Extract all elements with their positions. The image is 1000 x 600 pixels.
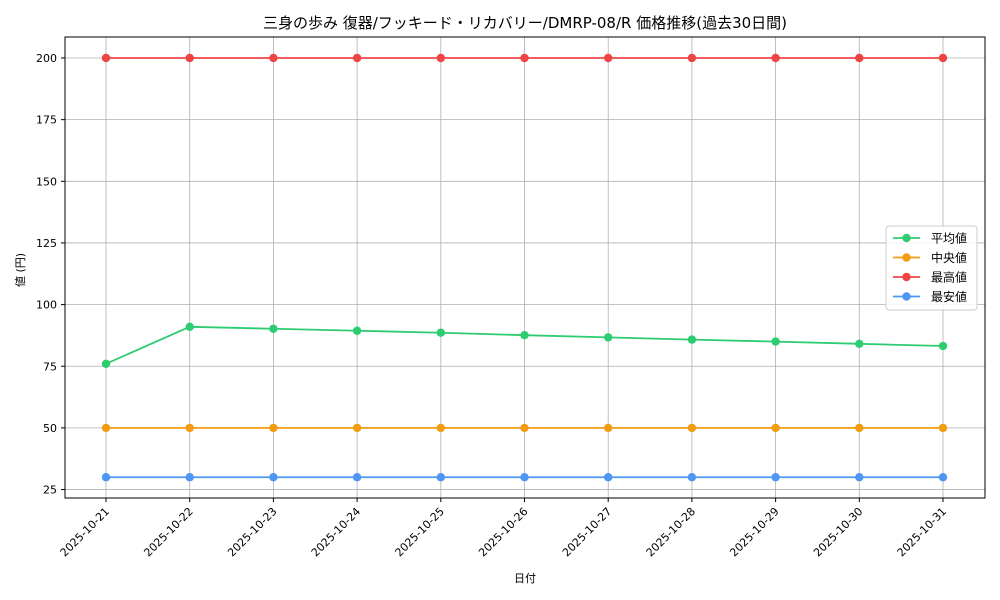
- data-point: [269, 53, 278, 63]
- grid-lines: [65, 37, 985, 498]
- data-point: [604, 423, 613, 433]
- data-point: [185, 473, 194, 482]
- x-tick-label: 2025-10-25: [393, 505, 447, 559]
- x-tick-label: 2025-10-31: [895, 505, 949, 559]
- data-point: [101, 53, 111, 63]
- data-point: [520, 473, 529, 482]
- y-tick-label: 100: [36, 299, 57, 312]
- data-point: [269, 324, 278, 333]
- data-point: [520, 330, 529, 340]
- x-tick-label: 2025-10-28: [644, 505, 698, 559]
- data-point: [938, 341, 948, 351]
- x-axis-ticks: 2025-10-21 2025-10-22 2025-10-23 2025-10-24…: [58, 498, 949, 559]
- data-point: [520, 53, 529, 63]
- x-tick-label: 2025-10-27: [560, 505, 614, 559]
- y-tick-label: 175: [36, 114, 57, 127]
- data-point: [269, 473, 278, 482]
- data-point: [938, 473, 948, 482]
- data-point: [938, 423, 948, 433]
- y-tick-label: 25: [43, 484, 57, 497]
- data-point: [687, 53, 697, 63]
- data-point: [101, 473, 111, 482]
- data-point: [604, 473, 613, 482]
- x-tick-label: 2025-10-26: [476, 505, 530, 559]
- y-tick-label: 75: [43, 360, 57, 373]
- x-tick-label: 2025-10-24: [309, 505, 363, 559]
- legend-box: [885, 225, 978, 311]
- data-point: [855, 339, 864, 349]
- y-tick-label: 150: [36, 175, 57, 188]
- y-axis-label: 値 (円): [14, 253, 27, 287]
- data-point: [352, 53, 362, 63]
- legend-label: 中央値: [931, 250, 967, 265]
- data-point: [771, 473, 780, 482]
- data-point: [185, 322, 194, 331]
- data-point: [855, 423, 864, 433]
- data-point: [269, 423, 278, 433]
- data-point: [436, 328, 445, 337]
- y-tick-label: 125: [36, 237, 57, 250]
- x-tick-label: 2025-10-23: [225, 505, 279, 559]
- data-point: [687, 423, 697, 433]
- data-point: [101, 423, 111, 433]
- data-point: [687, 335, 697, 344]
- data-point: [604, 333, 613, 342]
- legend-marker-icon: [902, 292, 911, 301]
- data-point: [185, 53, 194, 63]
- legend-marker-icon: [902, 233, 911, 243]
- x-tick-label: 2025-10-21: [58, 505, 112, 559]
- x-tick-label: 2025-10-22: [141, 505, 195, 559]
- data-point: [771, 53, 780, 63]
- data-point: [687, 473, 697, 482]
- chart-title: 三身の歩み 復器/フッキード・リカバリー/DMRP-08/R 価格推移(過去30…: [263, 14, 787, 32]
- data-point: [771, 337, 780, 346]
- legend-label: 最安値: [931, 289, 967, 304]
- data-point: [436, 53, 445, 63]
- data-point: [436, 473, 445, 482]
- data-point: [855, 53, 864, 63]
- legend-label: 最高値: [931, 270, 967, 285]
- data-point: [771, 423, 780, 433]
- data-point: [185, 423, 194, 433]
- x-tick-label: 2025-10-29: [727, 505, 781, 559]
- y-axis-ticks: 25 50 75 100 125 150 175 200: [36, 52, 65, 497]
- legend-label: 平均値: [931, 231, 967, 246]
- data-point: [604, 53, 613, 63]
- data-point: [352, 473, 362, 482]
- data-point: [855, 473, 864, 482]
- legend-marker-icon: [902, 253, 911, 262]
- x-axis-label: 日付: [514, 572, 536, 585]
- data-point: [101, 359, 111, 368]
- data-point: [352, 326, 362, 335]
- x-tick-label: 2025-10-30: [811, 505, 865, 559]
- data-point: [352, 423, 362, 433]
- data-series: [101, 53, 948, 482]
- y-tick-label: 50: [43, 422, 57, 435]
- y-tick-label: 200: [36, 52, 57, 65]
- data-point: [436, 423, 445, 433]
- data-point: [938, 53, 948, 63]
- legend-marker-icon: [902, 272, 911, 282]
- data-point: [520, 423, 529, 433]
